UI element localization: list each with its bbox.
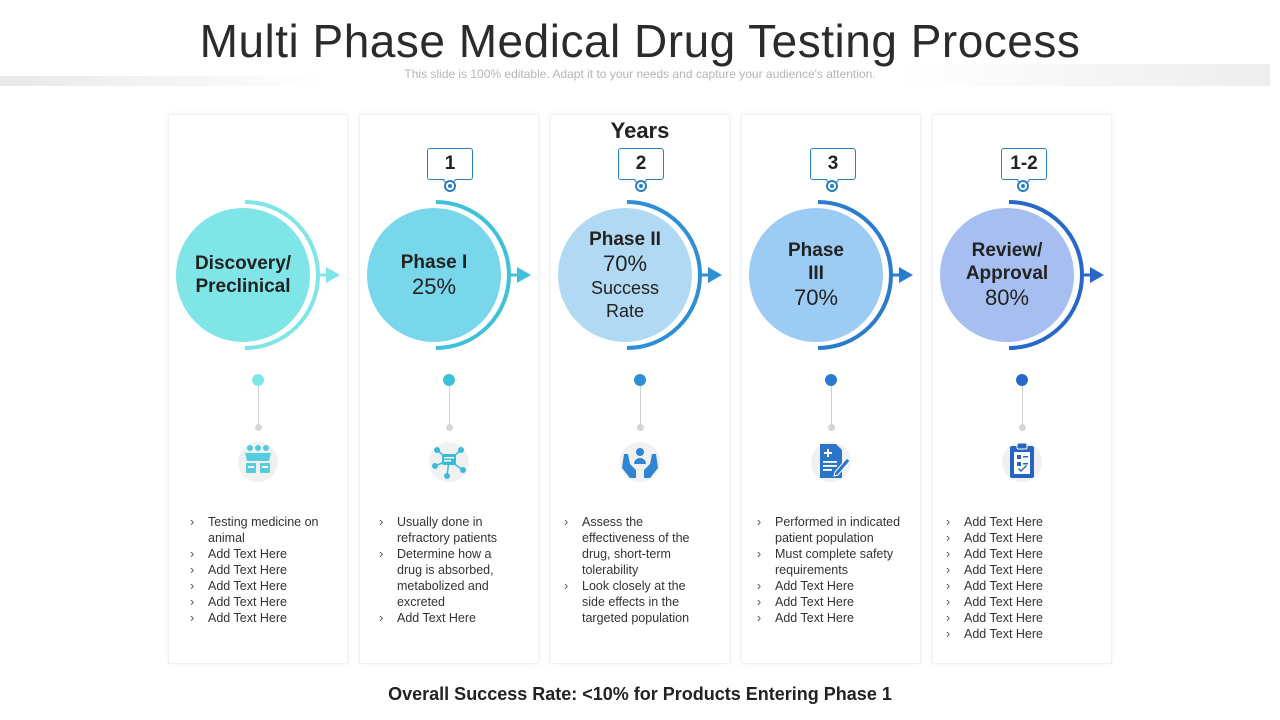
list-item: Add Text Here [190, 610, 320, 626]
phase-circle: Phase II 70% Success Rate [558, 208, 692, 342]
phase-bullet-list: Testing medicine on animal Add Text Here… [190, 514, 320, 626]
phase-success-rate: 70% [793, 285, 839, 310]
list-item: Add Text Here [946, 530, 1076, 546]
phase-circle: Review/ Approval 80% [940, 208, 1074, 342]
phase-bullet-list: Add Text Here Add Text Here Add Text Her… [946, 514, 1076, 642]
list-item: Determine how a drug is absorbed, metabo… [379, 546, 515, 610]
years-label: Years [610, 118, 670, 143]
phase-circle: Discovery/ Preclinical [176, 208, 310, 342]
timeline-dot [252, 374, 264, 386]
list-item: Add Text Here [946, 562, 1076, 578]
phase-title: Discovery/ Preclinical [194, 253, 292, 297]
list-item: Add Text Here [757, 578, 907, 594]
list-item: Add Text Here [946, 514, 1076, 530]
list-item: Usually done in refractory patients [379, 514, 515, 546]
arrow-head [708, 267, 722, 283]
phase-circle: Phase I 25% [367, 208, 501, 342]
clipboard-checklist-icon [998, 440, 1046, 484]
list-item: Add Text Here [190, 546, 320, 562]
list-item: Add Text Here [757, 594, 907, 610]
list-item: Testing medicine on animal [190, 514, 320, 546]
timeline-end-dot [637, 424, 644, 431]
list-item: Add Text Here [946, 578, 1076, 594]
timeline-connector [831, 386, 832, 426]
year-connector-dot [1017, 180, 1029, 192]
list-item: Add Text Here [757, 610, 907, 626]
phase-title: Phase II [589, 228, 661, 250]
list-item: Add Text Here [946, 594, 1076, 610]
year-box: 1-2 [1001, 148, 1047, 180]
arrow-head [517, 267, 531, 283]
timeline-connector [449, 386, 450, 426]
list-item: Performed in indicated patient populatio… [757, 514, 907, 546]
phase-title: Review/ Approval [965, 240, 1049, 284]
timeline-dot [634, 374, 646, 386]
phase-arc-arrow [435, 200, 531, 350]
year-box: 1 [427, 148, 473, 180]
hands-person-icon [616, 440, 664, 484]
timeline-dot [825, 374, 837, 386]
decorative-band-left [0, 76, 330, 86]
list-item: Assess the effectiveness of the drug, sh… [564, 514, 706, 578]
phase-success-rate: 70% [602, 250, 648, 276]
phase-success-rate: 25% [411, 273, 457, 299]
phase-arc-arrow [817, 200, 913, 350]
phase-bullet-list: Usually done in refractory patients Dete… [379, 514, 515, 626]
list-item: Add Text Here [190, 578, 320, 594]
timeline-end-dot [255, 424, 262, 431]
phase-circle: Phase III 70% [749, 208, 883, 342]
phase-arc-arrow [626, 200, 722, 350]
list-item: Must complete safety requirements [757, 546, 907, 578]
people-group-icon [234, 440, 282, 484]
phase-bullet-list: Assess the effectiveness of the drug, sh… [564, 514, 706, 626]
timeline-dot [443, 374, 455, 386]
phase-bullet-list: Performed in indicated patient populatio… [757, 514, 907, 626]
phase-title: Phase III [788, 240, 844, 284]
slide-title: Multi Phase Medical Drug Testing Process [199, 15, 1081, 67]
timeline-connector [1022, 386, 1023, 426]
timeline-end-dot [828, 424, 835, 431]
phase-success-rate: 80% [984, 285, 1030, 310]
list-item: Add Text Here [190, 562, 320, 578]
list-item: Add Text Here [190, 594, 320, 610]
list-item: Add Text Here [379, 610, 515, 626]
phase-rate-label: Success Rate [590, 277, 660, 321]
timeline-end-dot [446, 424, 453, 431]
medical-report-icon [807, 440, 855, 484]
slide-subtitle: This slide is 100% editable. Adapt it to… [404, 67, 876, 81]
year-connector-dot [635, 180, 647, 192]
molecule-network-icon [425, 440, 473, 484]
decorative-band-right [900, 64, 1270, 86]
list-item: Look closely at the side effects in the … [564, 578, 706, 626]
year-connector-dot [444, 180, 456, 192]
phase-title: Phase I [400, 251, 468, 273]
year-box: 3 [810, 148, 856, 180]
year-box: 2 [618, 148, 664, 180]
timeline-end-dot [1019, 424, 1026, 431]
list-item: Add Text Here [946, 610, 1076, 626]
timeline-connector [640, 386, 641, 426]
phase-arc-arrow [1008, 200, 1104, 350]
arrow-head [899, 267, 913, 283]
arrow-head [326, 267, 340, 283]
year-connector-dot [826, 180, 838, 192]
list-item: Add Text Here [946, 626, 1076, 642]
timeline-connector [258, 386, 259, 426]
list-item: Add Text Here [946, 546, 1076, 562]
phase-arc-arrow [244, 200, 340, 350]
timeline-dot [1016, 374, 1028, 386]
overall-success-rate: Overall Success Rate: <10% for Products … [388, 684, 892, 704]
arrow-head [1090, 267, 1104, 283]
